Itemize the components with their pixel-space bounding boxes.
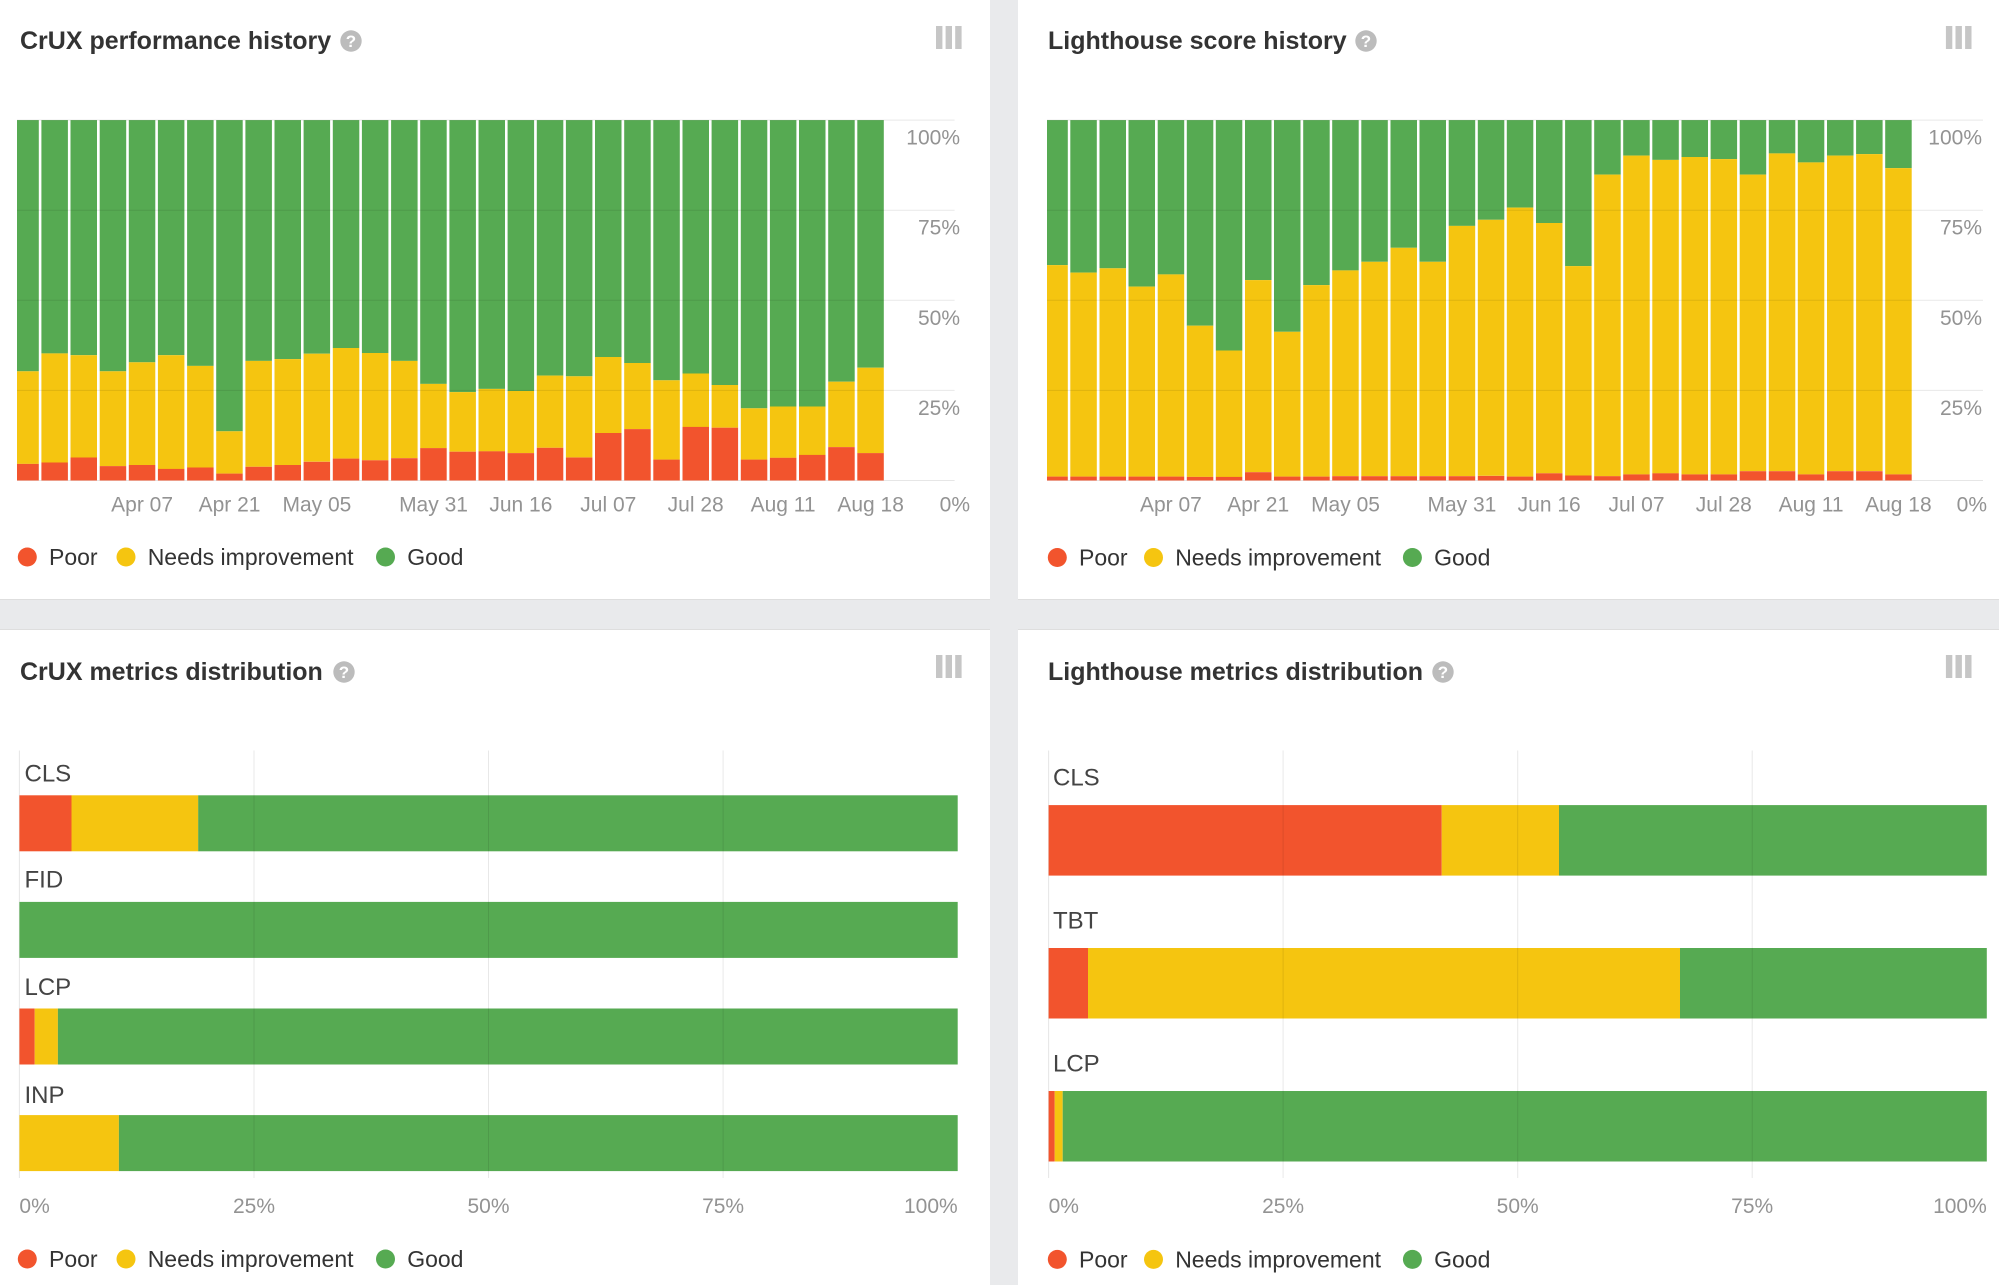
svg-text:100%: 100% (1928, 127, 1982, 150)
svg-text:Needs improvement: Needs improvement (148, 544, 354, 570)
svg-text:Jun 16: Jun 16 (1518, 494, 1581, 517)
svg-text:Jul 07: Jul 07 (1608, 494, 1664, 517)
svg-text:Good: Good (407, 1246, 463, 1272)
svg-text:100%: 100% (904, 1195, 958, 1218)
svg-text:Poor: Poor (1079, 1246, 1128, 1272)
svg-text:Lighthouse metrics distributio: Lighthouse metrics distribution (1048, 658, 1423, 686)
svg-text:CrUX metrics distribution: CrUX metrics distribution (20, 658, 323, 686)
svg-text:Poor: Poor (1079, 545, 1128, 571)
svg-text:25%: 25% (918, 397, 960, 420)
svg-text:May 31: May 31 (399, 494, 468, 517)
svg-text:?: ? (1361, 32, 1371, 51)
svg-text:Jul 28: Jul 28 (1696, 494, 1752, 517)
svg-text:25%: 25% (1940, 397, 1982, 420)
svg-text:Aug 11: Aug 11 (751, 494, 816, 517)
svg-text:Lighthouse score history: Lighthouse score history (1048, 27, 1347, 55)
svg-text:100%: 100% (1933, 1195, 1987, 1218)
svg-text:Needs improvement: Needs improvement (148, 1246, 354, 1272)
svg-text:Good: Good (407, 544, 463, 570)
svg-text:Jul 07: Jul 07 (580, 494, 636, 517)
svg-text:0%: 0% (1049, 1195, 1079, 1218)
svg-text:75%: 75% (702, 1195, 744, 1218)
svg-text:0%: 0% (940, 494, 970, 517)
svg-text:50%: 50% (467, 1195, 509, 1218)
svg-text:Apr 21: Apr 21 (1227, 494, 1289, 517)
svg-text:0%: 0% (1957, 494, 1987, 517)
svg-text:Needs improvement: Needs improvement (1175, 1246, 1381, 1272)
svg-text:75%: 75% (1940, 217, 1982, 240)
svg-text:May 05: May 05 (1311, 494, 1380, 517)
svg-text:Needs improvement: Needs improvement (1175, 545, 1381, 571)
svg-text:May 31: May 31 (1427, 494, 1496, 517)
svg-text:Apr 07: Apr 07 (111, 494, 173, 517)
svg-text:Aug 18: Aug 18 (1865, 494, 1932, 517)
svg-text:FID: FID (25, 867, 64, 894)
svg-text:50%: 50% (1497, 1195, 1539, 1218)
svg-text:75%: 75% (918, 217, 960, 240)
svg-text:Apr 07: Apr 07 (1140, 494, 1202, 517)
svg-text:Jul 28: Jul 28 (668, 494, 724, 517)
svg-text:CrUX performance history: CrUX performance history (20, 27, 331, 55)
svg-text:25%: 25% (233, 1195, 275, 1218)
svg-text:50%: 50% (1940, 307, 1982, 330)
svg-text:Good: Good (1434, 545, 1490, 571)
svg-text:Good: Good (1434, 1246, 1490, 1272)
svg-text:LCP: LCP (1053, 1050, 1100, 1077)
svg-text:Aug 11: Aug 11 (1779, 494, 1844, 517)
svg-text:?: ? (346, 32, 356, 51)
svg-text:May 05: May 05 (282, 494, 351, 517)
svg-text:50%: 50% (918, 307, 960, 330)
svg-text:75%: 75% (1731, 1195, 1773, 1218)
svg-text:25%: 25% (1262, 1195, 1304, 1218)
svg-text:Jun 16: Jun 16 (489, 494, 552, 517)
svg-text:Apr 21: Apr 21 (199, 494, 261, 517)
svg-text:TBT: TBT (1053, 907, 1099, 934)
svg-text:Aug 18: Aug 18 (837, 494, 904, 517)
svg-text:100%: 100% (906, 127, 960, 150)
svg-text:Poor: Poor (49, 544, 98, 570)
svg-text:?: ? (339, 663, 349, 682)
svg-text:INP: INP (25, 1082, 65, 1109)
svg-text:CLS: CLS (1053, 764, 1100, 791)
svg-text:?: ? (1438, 663, 1448, 682)
svg-text:LCP: LCP (25, 974, 72, 1001)
svg-text:0%: 0% (19, 1195, 49, 1218)
svg-text:Poor: Poor (49, 1246, 98, 1272)
svg-text:CLS: CLS (25, 761, 72, 788)
